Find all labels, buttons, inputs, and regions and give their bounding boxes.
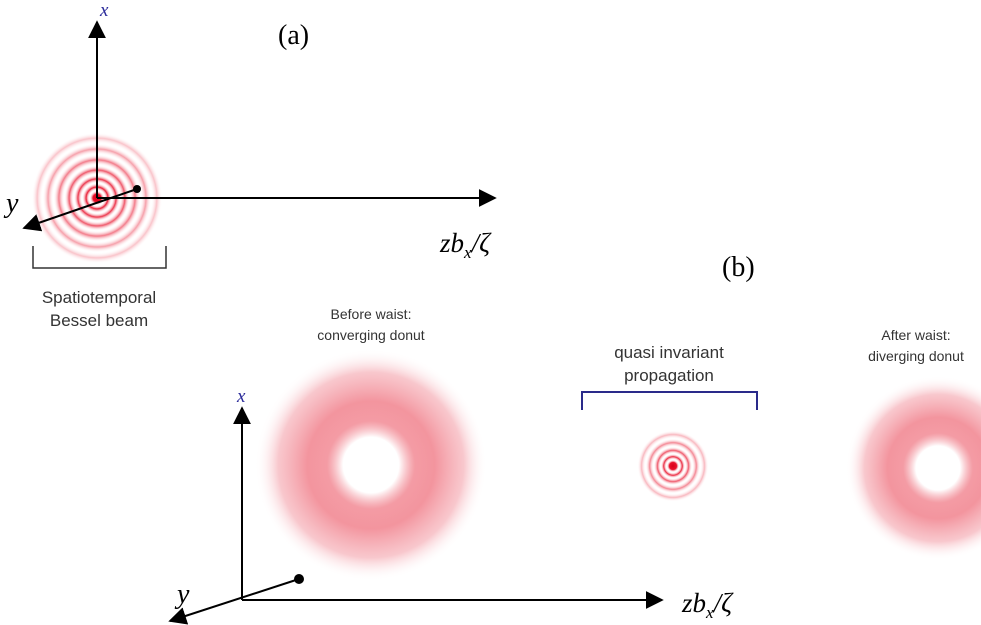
beam-caption-line2: Bessel beam — [50, 311, 148, 330]
panel-b: (b) Before waist: converging donut quasi… — [168, 252, 981, 625]
middle-line2: propagation — [624, 366, 714, 385]
axis-y-origin-dot-a — [133, 185, 141, 193]
axis-y-label-a: y — [3, 188, 19, 219]
donut-converging — [255, 349, 487, 581]
axis-y-b — [168, 578, 300, 625]
after-waist-line1: After waist: — [881, 327, 950, 343]
bracket-a — [32, 246, 167, 269]
axis-y-label-b: y — [174, 579, 190, 610]
axis-x-label-a: x — [99, 0, 109, 21]
beam-caption-line1: Spatiotemporal — [42, 288, 156, 307]
bessel-beam-b — [636, 429, 710, 503]
axis-x-label-b: x — [236, 386, 246, 407]
axis-z-sub-a: x — [463, 243, 472, 262]
axis-y-origin-dot-b — [294, 574, 304, 584]
axis-z-tail-b: /ζ — [712, 588, 735, 618]
after-waist-line2: diverging donut — [868, 348, 964, 364]
before-waist-line2: converging donut — [317, 327, 425, 343]
donut-diverging — [846, 376, 981, 560]
axis-z-label-a: zbx/ζ — [439, 228, 492, 262]
middle-line1: quasi invariant — [614, 343, 724, 362]
axis-z-label-b: zbx/ζ — [681, 588, 734, 622]
before-waist-line1: Before waist: — [331, 306, 412, 322]
panel-b-label: (b) — [722, 252, 755, 283]
panel-a-label: (a) — [278, 20, 309, 51]
axis-z-tail-a: /ζ — [470, 228, 493, 258]
axis-z-main-a: zb — [439, 228, 464, 258]
bracket-b — [581, 391, 758, 410]
axis-z-main-b: zb — [681, 588, 706, 618]
axis-y-a — [22, 188, 138, 232]
panel-a: (a) x zbx/ζ y Spatiotemporal Bessel beam — [3, 0, 497, 330]
axis-z-sub-b: x — [705, 603, 714, 622]
